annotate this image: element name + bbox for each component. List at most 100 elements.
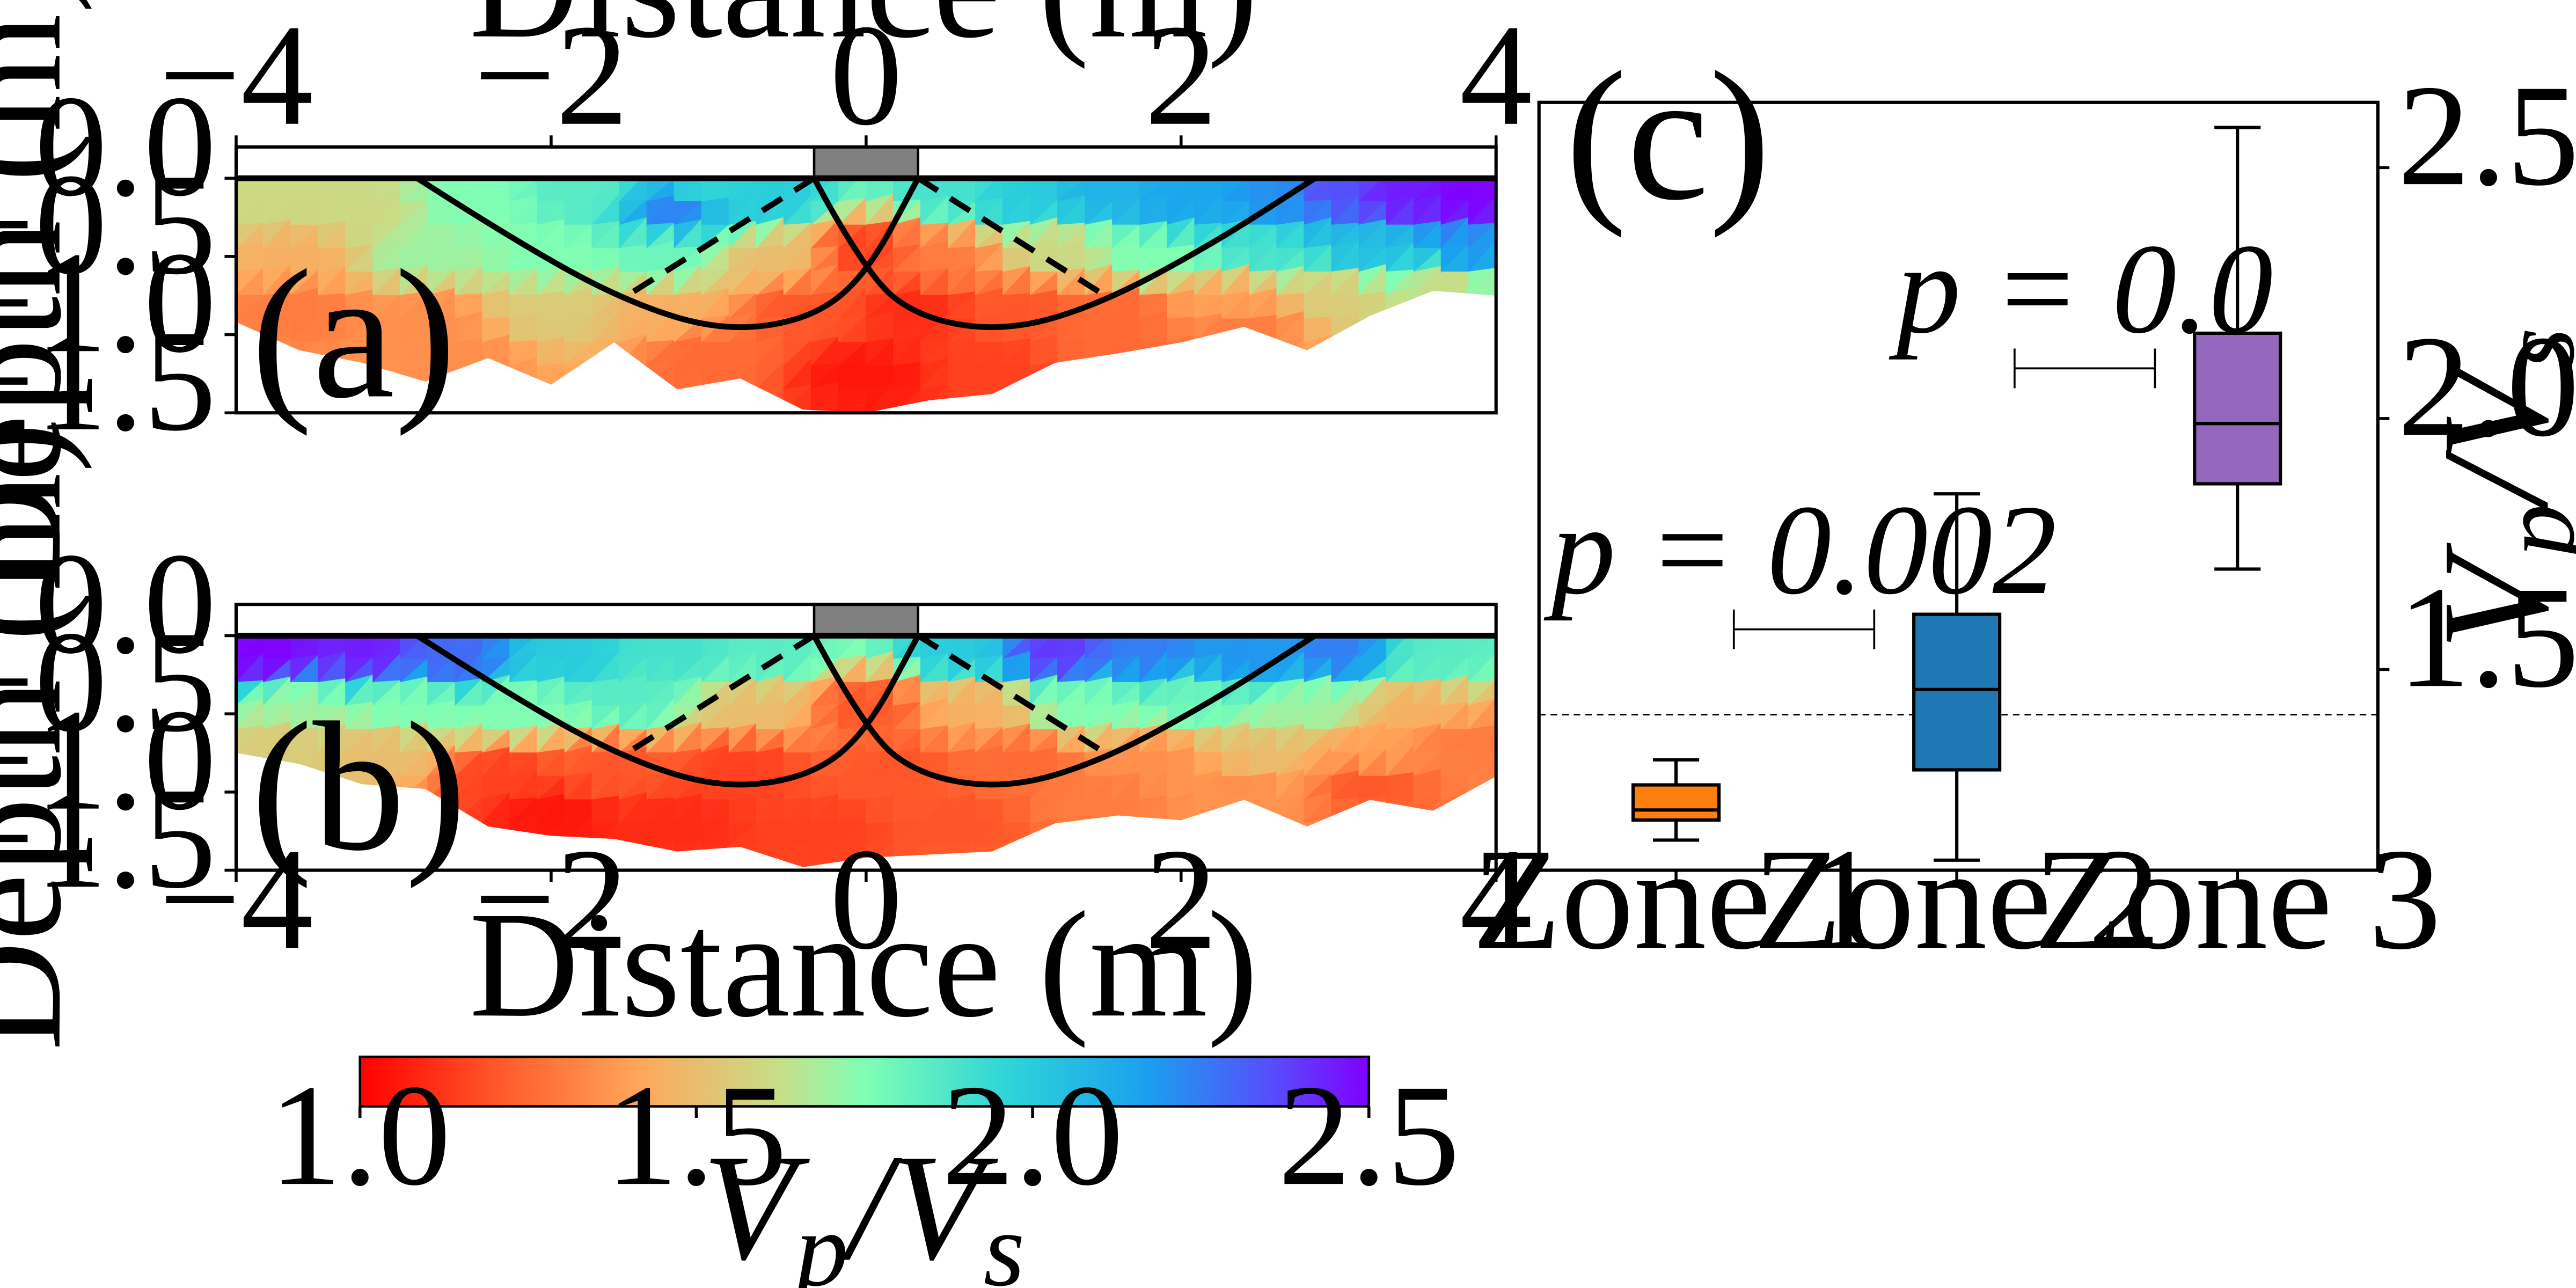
panel-a-cell [1302,388,1333,413]
panel-a-cell [455,383,485,413]
panel-b-cell [1276,840,1305,867]
panel-a-cell [509,384,538,413]
panel-b-cell [1221,838,1250,867]
panel-b-failure-curve-solid [415,633,921,788]
panel-a-cell [646,385,676,413]
panel-a-y-tick-label: −0.5 [0,144,216,305]
panel-a-cell [481,388,511,413]
panel-b-cell [1331,842,1361,867]
panel-a-cell [1440,316,1470,344]
panel-a-label: (a) [251,231,456,436]
panel-a-cell [1440,388,1469,413]
panel-a-cell [1413,337,1442,367]
panel-c-y-tick-label: 2.0 [2398,306,2576,467]
panel-a-cell [1413,293,1443,320]
colorbar-tick-label: 2.5 [1278,1055,1460,1216]
panel-c-label: (c) [1565,33,1770,238]
panel-a-cell [1111,386,1141,413]
panel-b-cell [1413,840,1443,867]
panel-b-cell [1386,844,1416,867]
panel-a-cell [536,380,566,413]
panel-b-cell [1221,838,1252,867]
panel-b-cell [1358,838,1387,867]
panel-b-cell [1111,844,1141,867]
panel-c-y-tick-label: 1.5 [2398,557,2576,718]
panel-a-cell [1440,289,1470,320]
panel-a-cell [1057,357,1086,390]
panel-c-x-tick-label: Zone 1 [1472,818,1879,979]
panel-a-x-tick-label: −4 [159,0,313,156]
panel-a-cell [1330,357,1360,390]
panel-b-curves [415,633,1317,788]
panel-a-cell [1276,365,1306,391]
panel-b-cell [1302,845,1333,867]
panel-a-cell [1167,361,1196,391]
panel-a-x-tick-label: 4 [1460,0,1532,156]
panel-b-cell [1111,816,1141,847]
colorbar-label: Vp/Vs [702,1124,1025,1288]
panel-a-cell [1056,384,1086,413]
panel-a-cell [455,365,484,391]
panel-a-cell [1029,388,1059,413]
panel-b-cell [1385,844,1415,867]
panel-a-cell [1249,342,1278,367]
box-iqr [1912,612,2002,772]
panel-a-cell [537,380,567,413]
significance-bracket: p = 0.0 [1889,217,2273,389]
panel-c-y-axis-label: Vp/Vs [2412,327,2576,650]
panel-a-cell [1358,318,1388,344]
panel-a-footing [813,145,919,180]
panel-b-y-ticks: 0.0−0.5−1.0−1.5 [0,523,236,918]
panel-b-cell [701,844,731,867]
panel-b-cell [1331,815,1361,848]
panel-b-cell [1002,840,1032,867]
panel-b-x-tick-label: 4 [1460,818,1532,979]
panel-a-x-ticks: −4 −2 0 2 4 [159,0,1532,156]
colorbar-tick-label: 1.5 [605,1055,787,1216]
panel-b-cell [1056,841,1086,867]
panel-a-cell [1358,363,1387,390]
significance-bracket: p = 0.002 [1543,478,2057,649]
panel-a-cell [482,361,511,391]
panel-a-cell [618,388,648,413]
panel-a-cell [1358,335,1387,367]
panel-a-cell [1468,295,1496,320]
panel-a-cell [1166,361,1196,390]
panel-a-cell [1139,382,1168,413]
panel-b-cell [1084,820,1114,847]
panel-a-cell [1085,363,1114,391]
panel-a-y-axis-label: Depth (m) [0,0,93,592]
panel-a-cell [1249,359,1279,391]
panel-b-cell [1276,823,1306,848]
panel-a-cell [1413,365,1443,391]
panel-a-failure-curve-solid [811,175,1317,330]
colorbar-tick-label: 2.0 [942,1055,1123,1216]
box-iqr [2193,331,2282,486]
panel-a-cell [1221,336,1252,368]
panel-a-cell [1304,361,1334,391]
panel-b-cell [1001,840,1031,867]
panel-b-cell [1358,821,1388,848]
panel-a-x-tick-label: 2 [1145,0,1217,156]
panel-b-cell [1330,841,1360,867]
panel-a-cell [1467,339,1496,367]
panel-a-cell [1413,310,1442,343]
panel-a-cell [1358,380,1387,413]
panel-a-cell [1468,385,1496,413]
panel-a-cell [1221,335,1250,367]
panel-b-cell [1276,840,1306,867]
panel-a-cell [1385,386,1415,413]
panel-a-cell [564,359,594,391]
panel-a-cell [1386,342,1416,367]
panel-a-cell [1276,382,1305,413]
panel-b-cell [1385,816,1415,847]
panel-a-cell [1330,384,1360,413]
panel-a-cell [481,361,511,390]
panel-a-cell [646,384,675,413]
panel-a-cell [1194,340,1224,367]
panel-a-cell [1413,383,1443,413]
panel-a-cell [1057,357,1087,391]
panel-a-cell [1386,359,1416,391]
panel-a-cell [1194,384,1223,413]
